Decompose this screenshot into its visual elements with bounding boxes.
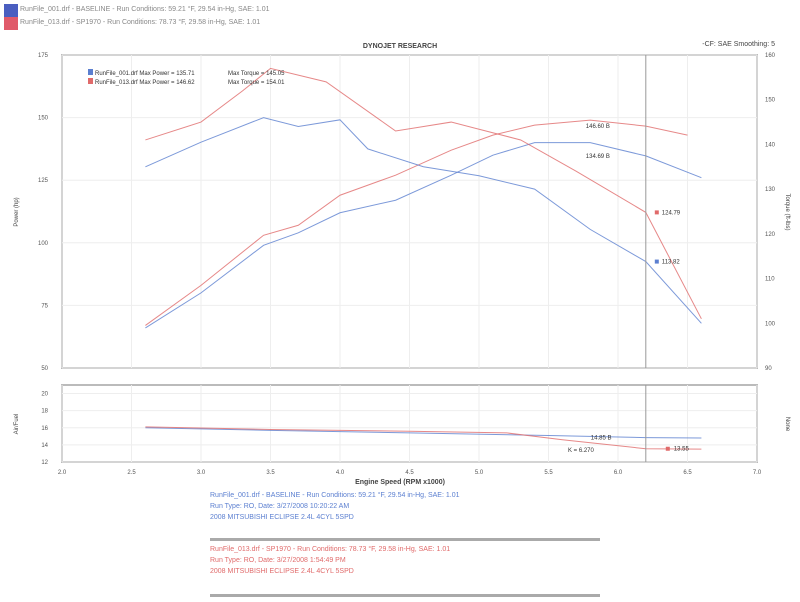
- afr-tick-label: 20: [41, 392, 48, 398]
- readout-marker: [654, 210, 659, 215]
- readout-marker: [654, 259, 659, 264]
- x-axis-label: Engine Speed (RPM x1000): [355, 479, 445, 486]
- cursor-readout: 134.69 B: [586, 154, 610, 160]
- afr-right-axis-label: None: [784, 417, 790, 432]
- afr-tick-label: 12: [41, 460, 48, 466]
- power-curve-red: [145, 119, 688, 326]
- x-tick-label: 3.5: [266, 470, 275, 476]
- y-tick-label: 175: [38, 53, 49, 59]
- legend-torque: Max Torque = 145.05: [228, 71, 285, 77]
- y2-tick-label: 100: [765, 321, 776, 327]
- y-tick-label: 100: [38, 241, 49, 247]
- x-tick-label: 6.0: [614, 470, 623, 476]
- x-tick-label: 7.0: [753, 470, 762, 476]
- legend-swatch: [88, 78, 93, 84]
- afr-readout: 14.85 B: [591, 436, 612, 442]
- dyno-chart: DYNOJET RESEARCH -CF: SAE Smoothing: 5 2.0…: [14, 41, 790, 486]
- x-tick-label: 5.0: [475, 470, 484, 476]
- y-tick-label: 50: [41, 366, 48, 372]
- divider: [210, 594, 600, 597]
- y-axis-label: Power (hp): [14, 197, 20, 226]
- footer-blue-3: 2008 MITSUBISHI ECLIPSE 2.4L 4CYL 5SPD: [210, 514, 354, 521]
- torque-curve-blue: [145, 117, 702, 324]
- header-run1: RunFile_001.drf - BASELINE - Run Conditi…: [20, 6, 270, 13]
- afr-curve-blue: [145, 427, 702, 439]
- x-tick-label: 3.0: [197, 470, 206, 476]
- readout-marker: [665, 446, 670, 451]
- header-run2: RunFile_013.drf - SP1970 - Run Condition…: [20, 19, 261, 26]
- footer-blue-2: Run Type: RO, Date: 3/27/2008 10:20:22 A…: [210, 503, 350, 510]
- footer-red-1: RunFile_013.drf - SP1970 - Run Condition…: [210, 546, 451, 553]
- footer-red-2: Run Type: RO, Date: 3/27/2008 1:54:49 PM: [210, 557, 346, 564]
- y2-tick-label: 160: [765, 53, 776, 59]
- cursor-readout: 146.60 B: [586, 124, 610, 130]
- y2-tick-label: 90: [765, 366, 772, 372]
- afr-tick-label: 14: [41, 443, 48, 449]
- k-value: K = 6.270: [568, 448, 595, 454]
- x-tick-label: 2.0: [58, 470, 67, 476]
- x-tick-label: 4.5: [405, 470, 414, 476]
- chart-title: DYNOJET RESEARCH: [363, 43, 437, 50]
- power-curve-blue: [145, 142, 702, 329]
- y-tick-label: 75: [41, 303, 48, 309]
- y2-tick-label: 140: [765, 142, 776, 148]
- x-tick-label: 5.5: [544, 470, 553, 476]
- y2-tick-label: 130: [765, 187, 776, 193]
- x-tick-label: 2.5: [127, 470, 136, 476]
- cursor-readout: 113.82: [662, 260, 681, 266]
- y2-tick-label: 120: [765, 232, 776, 238]
- legend-torque: Max Torque = 154.01: [228, 80, 285, 86]
- legend-entry: RunFile_001.drf Max Power = 135.71: [95, 71, 195, 77]
- legend-entry: RunFile_013.drf Max Power = 146.62: [95, 80, 195, 86]
- y-tick-label: 125: [38, 178, 49, 184]
- run1-swatch: [4, 4, 18, 17]
- y-tick-label: 150: [38, 116, 49, 122]
- y2-axis-label: Torque (ft-lbs): [784, 193, 790, 230]
- legend-swatch: [88, 69, 93, 75]
- y2-tick-label: 150: [765, 98, 776, 104]
- torque-curve-red: [145, 67, 702, 320]
- afr-tick-label: 16: [41, 426, 48, 432]
- x-tick-label: 4.0: [336, 470, 345, 476]
- run2-swatch: [4, 17, 18, 30]
- afr-axis-label: Air/Fuel: [14, 414, 20, 435]
- afr-tick-label: 18: [41, 409, 48, 415]
- cursor-readout: 124.79: [662, 210, 681, 216]
- divider: [210, 538, 600, 541]
- footer-blue-1: RunFile_001.drf - BASELINE - Run Conditi…: [210, 492, 460, 499]
- chart-settings: -CF: SAE Smoothing: 5: [702, 41, 775, 48]
- x-tick-label: 6.5: [683, 470, 692, 476]
- footer-red-3: 2008 MITSUBISHI ECLIPSE 2.4L 4CYL 5SPD: [210, 568, 354, 575]
- y2-tick-label: 110: [765, 277, 775, 283]
- afr-readout: 13.55: [674, 447, 690, 453]
